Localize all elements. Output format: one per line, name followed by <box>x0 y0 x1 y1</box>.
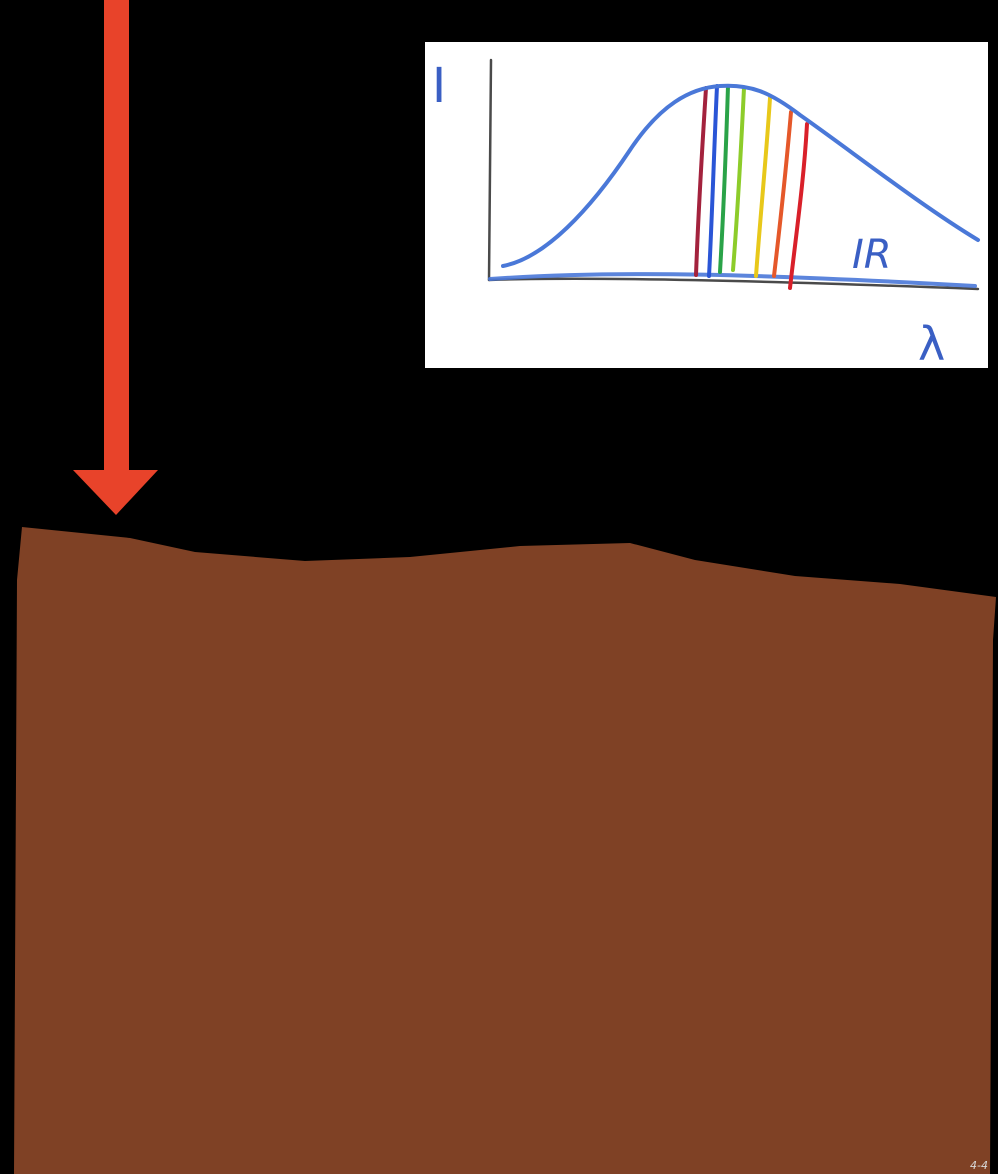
band-light-green <box>731 86 746 272</box>
infrared-label: IR <box>852 232 892 278</box>
band-yellow <box>754 96 772 278</box>
spectrum-inset: I IR λ <box>425 42 988 371</box>
visible-bands <box>694 84 809 290</box>
arrow-shaft <box>104 0 129 472</box>
band-red <box>788 122 809 290</box>
band-orange <box>772 110 793 278</box>
sunlight-arrow <box>73 0 158 515</box>
band-blue <box>707 84 719 278</box>
slide-number: 4-4 <box>970 1159 988 1172</box>
x-axis-label: λ <box>918 317 945 371</box>
y-axis-label: I <box>432 58 446 114</box>
ground <box>14 527 996 1174</box>
x-axis <box>487 277 980 291</box>
y-axis <box>487 58 493 282</box>
down-arrow-icon <box>73 470 158 515</box>
x-axis-overlay <box>488 272 977 288</box>
spectrum-curve <box>501 83 980 268</box>
band-green <box>718 84 730 274</box>
band-violet <box>694 86 708 277</box>
